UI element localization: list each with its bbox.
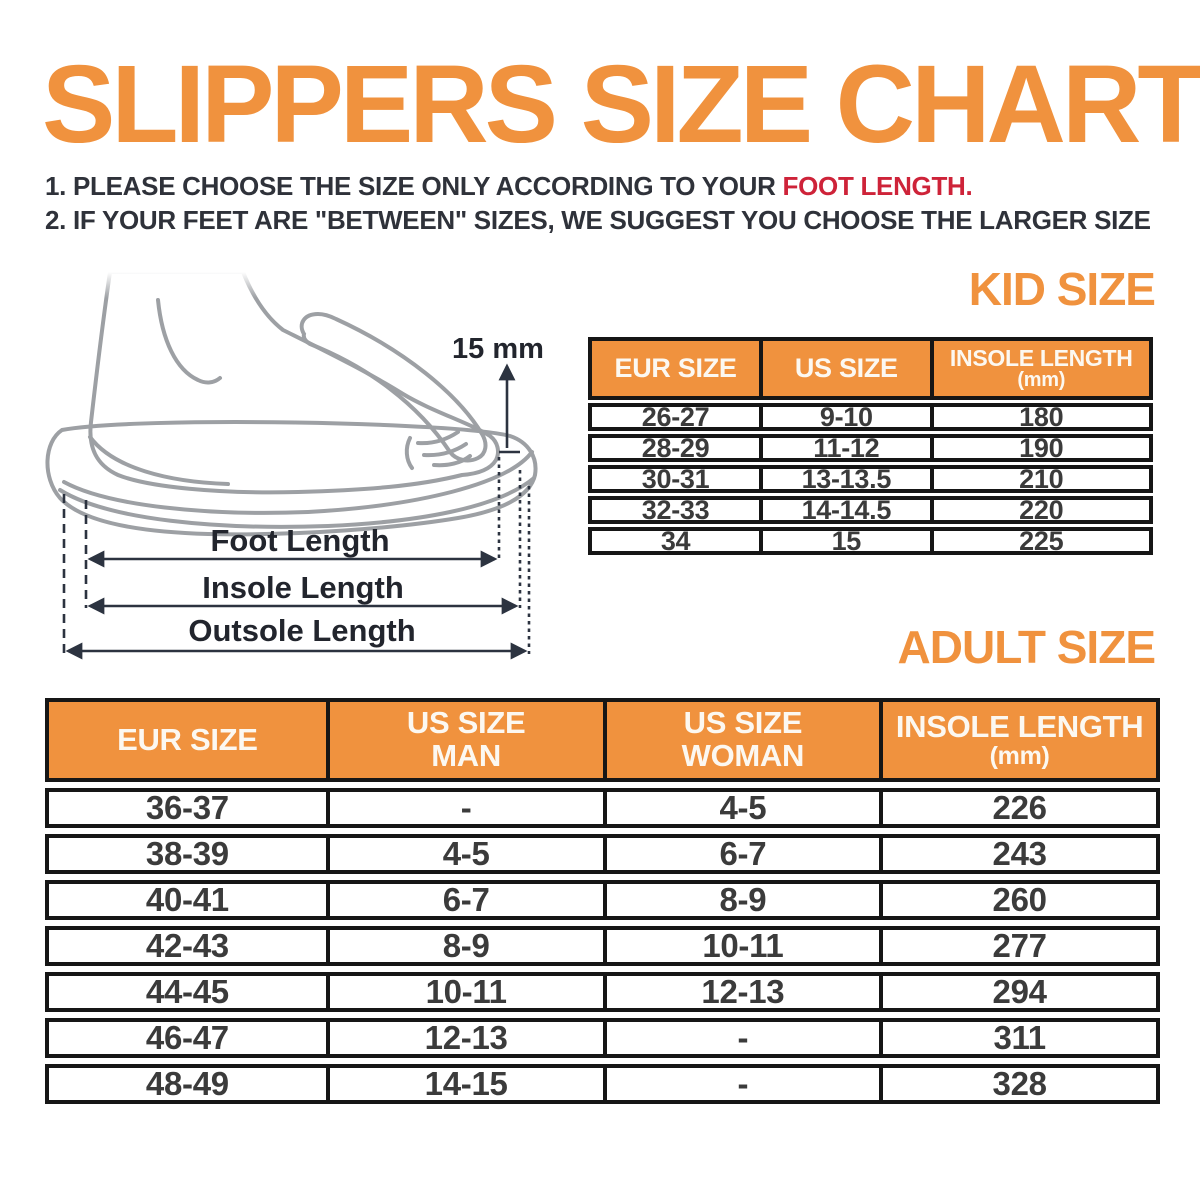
- adult-cell-man: 6-7: [325, 882, 603, 917]
- adult-cell-man: 10-11: [325, 974, 603, 1009]
- adult-cell-insole: 226: [879, 790, 1156, 825]
- adult-cell-woman: 4-5: [602, 790, 880, 825]
- extent-lines: [62, 457, 531, 654]
- kid-header-insole-line1: INSOLE LENGTH: [949, 344, 1133, 371]
- kid-size-table: EUR SIZE US SIZE INSOLE LENGTH (mm) 26-2…: [588, 337, 1153, 558]
- kid-cell-eur: 30-31: [641, 463, 710, 494]
- adult-cell-insole: 277: [879, 928, 1156, 963]
- adult-cell-man: -: [325, 790, 603, 825]
- adult-header-us-size-woman: US SIZE WOMAN: [602, 702, 880, 778]
- outsole-length-measure: Outsole Length: [65, 613, 528, 660]
- adult-header-us-size-man: US SIZE MAN: [325, 702, 603, 778]
- instruction-1-text: 1. PLEASE CHOOSE THE SIZE ONLY ACCORDING…: [45, 171, 783, 201]
- adult-cell-man: 12-13: [325, 1020, 603, 1055]
- adult-size-heading: ADULT SIZE: [897, 621, 1156, 673]
- adult-cell-man: 4-5: [325, 836, 603, 871]
- kid-table-row: 30-31 13-13.5 210: [588, 465, 1153, 493]
- adult-header-man-line1: US SIZE: [406, 705, 526, 741]
- adult-cell-woman: 8-9: [602, 882, 880, 917]
- kid-cell-us: 14-14.5: [759, 496, 929, 524]
- kid-cell-eur: 32-33: [641, 494, 710, 525]
- kid-header-us-size: US SIZE: [759, 341, 929, 396]
- adult-cell-eur: 48-49: [145, 1064, 229, 1102]
- leg-fade: [78, 272, 268, 298]
- adult-cell-woman: 12-13: [602, 974, 880, 1009]
- adult-cell-woman: -: [602, 1020, 880, 1055]
- adult-header-insole-length: INSOLE LENGTH (mm): [879, 702, 1156, 778]
- kid-cell-us: 13-13.5: [759, 465, 929, 493]
- kid-cell-insole: 225: [929, 527, 1149, 555]
- adult-cell-man: 14-15: [325, 1066, 603, 1101]
- instructions: 1. PLEASE CHOOSE THE SIZE ONLY ACCORDING…: [45, 169, 1151, 237]
- adult-header-woman-line2: WOMAN: [681, 738, 805, 773]
- adult-header-insole-line1: INSOLE LENGTH: [895, 708, 1144, 744]
- adult-table-header-row: EUR SIZE US SIZE MAN US SIZE WOMAN INSOL…: [45, 698, 1160, 782]
- kid-header-insole-unit: (mm): [1017, 369, 1066, 392]
- adult-cell-woman: -: [602, 1066, 880, 1101]
- adult-cell-man: 8-9: [325, 928, 603, 963]
- adult-cell-eur: 44-45: [145, 972, 229, 1010]
- adult-table-row: 48-49 14-15 - 328: [45, 1064, 1160, 1104]
- adult-cell-woman: 6-7: [602, 836, 880, 871]
- outsole-length-label: Outsole Length: [188, 613, 415, 648]
- adult-table-row: 36-37 - 4-5 226: [45, 788, 1160, 828]
- kid-cell-us: 15: [759, 527, 929, 555]
- adult-header-insole-unit: (mm): [989, 742, 1050, 771]
- adult-table-row: 44-45 10-11 12-13 294: [45, 972, 1160, 1012]
- kid-table-header-row: EUR SIZE US SIZE INSOLE LENGTH (mm): [588, 337, 1153, 400]
- kid-table-row: 32-33 14-14.5 220: [588, 496, 1153, 524]
- slipper-upper-shape: [299, 311, 488, 463]
- adult-cell-eur: 38-39: [145, 834, 229, 872]
- adult-cell-eur: 46-47: [145, 1018, 229, 1056]
- kid-cell-eur: 26-27: [641, 401, 710, 432]
- adult-header-eur-size: EUR SIZE: [117, 721, 258, 757]
- instruction-2: 2. IF YOUR FEET ARE "BETWEEN" SIZES, WE …: [45, 205, 1151, 235]
- foot-length-label: Foot Length: [210, 523, 389, 558]
- kid-cell-eur: 28-29: [641, 432, 710, 463]
- instruction-1-highlight: FOOT LENGTH.: [782, 171, 973, 201]
- kid-header-eur-size: EUR SIZE: [614, 353, 737, 384]
- adult-cell-insole: 328: [879, 1066, 1156, 1101]
- kid-table-row: 26-27 9-10 180: [588, 403, 1153, 431]
- kid-cell-us: 9-10: [759, 403, 929, 431]
- foot-measurement-diagram: 15 mm Foot Length Insole Length Outsole …: [45, 272, 544, 660]
- sole-front-rim: [62, 450, 534, 515]
- adult-cell-insole: 294: [879, 974, 1156, 1009]
- adult-table-row: 42-43 8-9 10-11 277: [45, 926, 1160, 966]
- instruction-1: 1. PLEASE CHOOSE THE SIZE ONLY ACCORDING…: [45, 169, 1151, 203]
- kid-cell-us: 11-12: [759, 434, 929, 462]
- adult-table-row: 40-41 6-7 8-9 260: [45, 880, 1160, 920]
- kid-table-row: 34 15 225: [588, 527, 1153, 555]
- page-title: SLIPPERS SIZE CHART: [42, 43, 1200, 166]
- adult-table-row: 38-39 4-5 6-7 243: [45, 834, 1160, 874]
- adult-cell-insole: 260: [879, 882, 1156, 917]
- toe-gap-label: 15 mm: [452, 333, 544, 365]
- toe-gap-marker: 15 mm: [452, 333, 544, 454]
- slipper-outsole-shape: [45, 420, 538, 537]
- adult-size-table: EUR SIZE US SIZE MAN US SIZE WOMAN INSOL…: [45, 698, 1160, 1110]
- adult-cell-insole: 243: [879, 836, 1156, 871]
- kid-table-row: 28-29 11-12 190: [588, 434, 1153, 462]
- kid-cell-insole: 180: [929, 403, 1149, 431]
- kid-cell-insole: 190: [929, 434, 1149, 462]
- kid-size-heading: KID SIZE: [968, 263, 1156, 315]
- insole-length-measure: Insole Length: [87, 570, 519, 615]
- kid-cell-insole: 220: [929, 496, 1149, 524]
- insole-length-label: Insole Length: [202, 570, 404, 605]
- kid-cell-eur: 34: [660, 525, 691, 556]
- kid-header-insole-length: INSOLE LENGTH (mm): [929, 341, 1149, 396]
- adult-header-woman-line1: US SIZE: [683, 705, 803, 741]
- adult-cell-eur: 40-41: [145, 880, 229, 918]
- adult-cell-eur: 42-43: [145, 926, 229, 964]
- adult-cell-eur: 36-37: [145, 788, 229, 826]
- adult-cell-insole: 311: [879, 1020, 1156, 1055]
- adult-header-man-line2: MAN: [431, 738, 501, 773]
- kid-cell-insole: 210: [929, 465, 1149, 493]
- adult-table-row: 46-47 12-13 - 311: [45, 1018, 1160, 1058]
- adult-cell-woman: 10-11: [602, 928, 880, 963]
- foot-length-measure: Foot Length: [87, 523, 498, 568]
